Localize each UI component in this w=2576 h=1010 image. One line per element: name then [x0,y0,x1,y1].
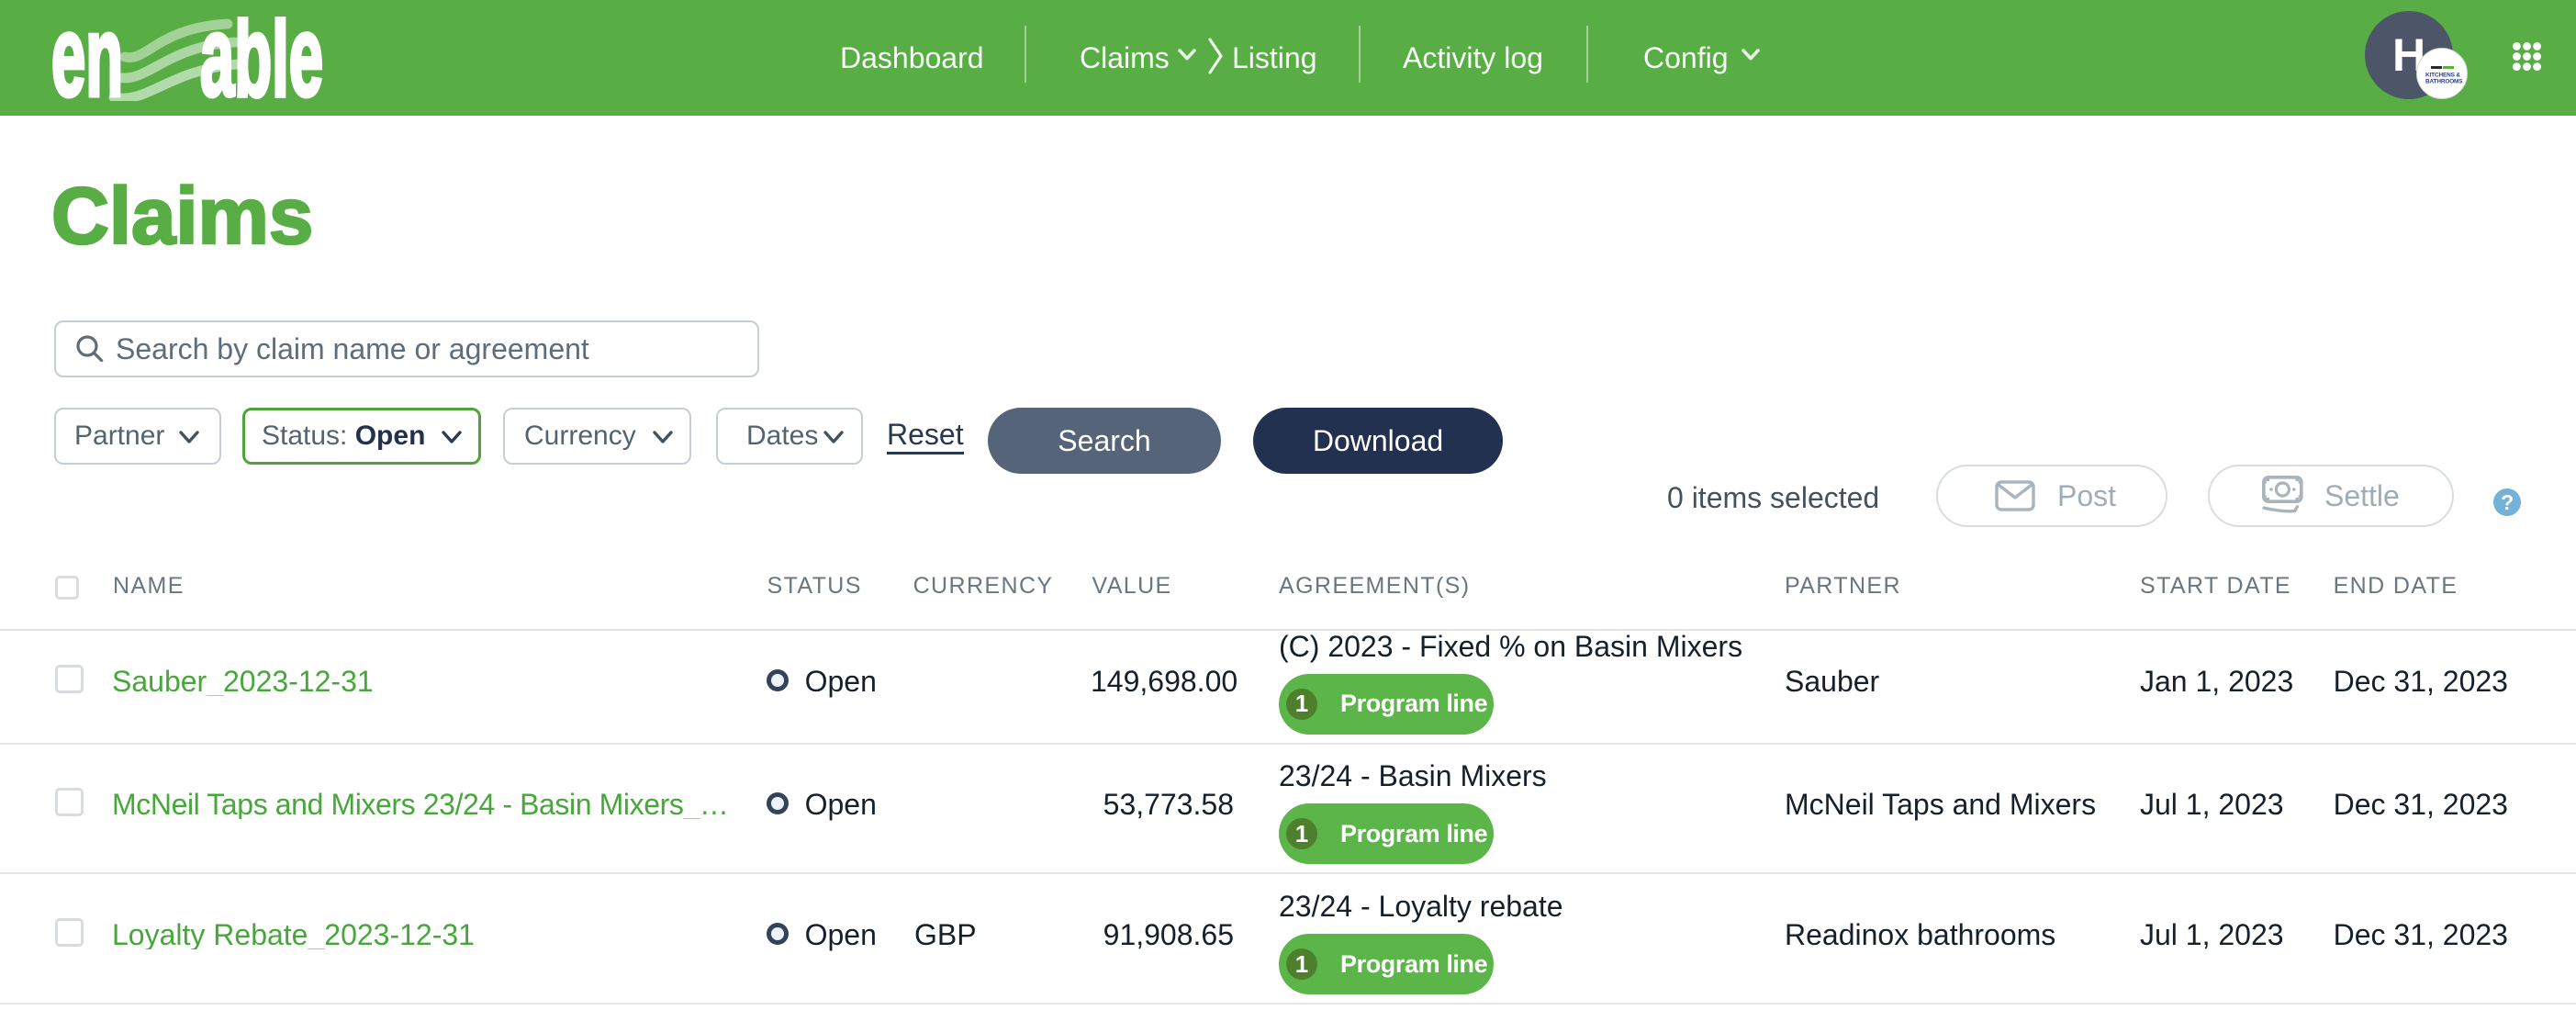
svg-text:able: able [200,17,323,101]
svg-text:en: en [51,17,123,101]
